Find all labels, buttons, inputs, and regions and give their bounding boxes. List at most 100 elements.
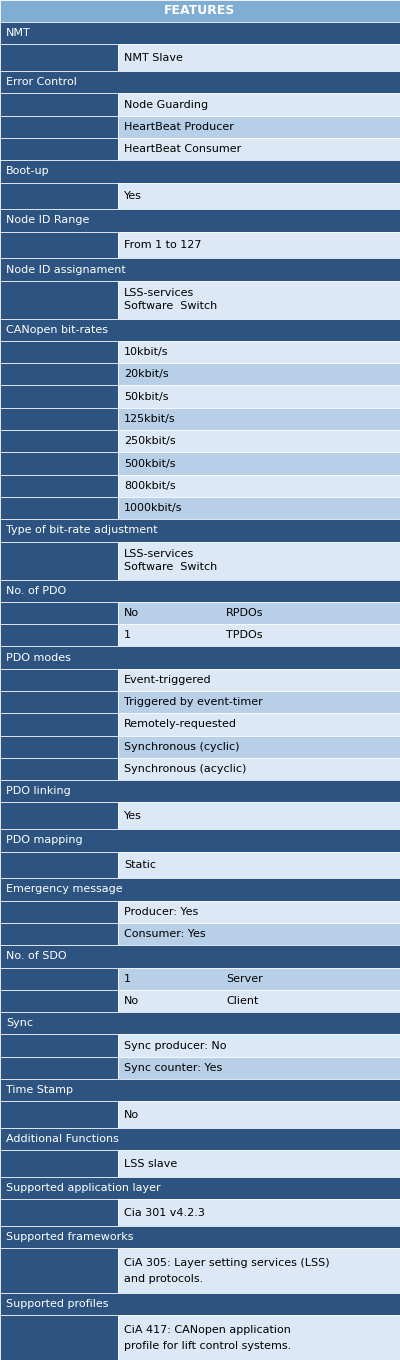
Bar [118,116,400,137]
Text: Cia 301 v4.2.3: Cia 301 v4.2.3 [124,1208,205,1217]
Bar [0,541,118,579]
Text: and protocols.: and protocols. [124,1274,203,1284]
Text: Server: Server [226,974,263,983]
Bar [0,579,400,601]
Bar [0,990,118,1012]
Bar [0,1293,400,1315]
Bar [118,851,400,879]
Text: Software  Switch: Software Switch [124,563,217,573]
Bar [118,182,400,209]
Text: Time Stamp: Time Stamp [6,1085,73,1095]
Text: 1000kbit/s: 1000kbit/s [124,503,182,513]
Bar [0,45,118,71]
Bar [118,408,400,430]
Text: Node ID assignament: Node ID assignament [6,265,126,275]
Bar [118,624,400,646]
Text: Node ID Range: Node ID Range [6,215,89,226]
Text: Supported frameworks: Supported frameworks [6,1232,134,1242]
Bar [0,0,400,22]
Bar [0,453,118,475]
Text: LSS-services: LSS-services [124,549,194,559]
Bar [0,94,118,116]
Bar [0,624,118,646]
Text: HeartBeat Consumer: HeartBeat Consumer [124,144,241,154]
Bar [118,802,400,830]
Bar [0,385,118,408]
Text: Software  Switch: Software Switch [124,302,217,311]
Text: 125kbit/s: 125kbit/s [124,413,176,424]
Bar [118,1151,400,1178]
Bar [0,802,118,830]
Text: Sync counter: Yes: Sync counter: Yes [124,1064,222,1073]
Text: 20kbit/s: 20kbit/s [124,370,169,379]
Bar [0,1227,400,1248]
Text: 10kbit/s: 10kbit/s [124,347,168,358]
Text: Synchronous (cyclic): Synchronous (cyclic) [124,741,240,752]
Text: Sync: Sync [6,1019,33,1028]
Bar [118,967,400,990]
Text: Supported application layer: Supported application layer [6,1183,161,1193]
Bar [0,280,118,318]
Bar [0,1127,400,1151]
Bar [0,318,400,341]
Bar [0,231,118,258]
Bar [0,945,400,967]
Bar [118,990,400,1012]
Bar [0,258,400,280]
Text: 1: 1 [124,974,131,983]
Text: CANopen bit-rates: CANopen bit-rates [6,325,108,335]
Bar [0,1151,118,1178]
Bar [0,879,400,900]
Text: No: No [124,996,139,1006]
Text: LSS-services: LSS-services [124,288,194,298]
Text: CiA 417: CANopen application: CiA 417: CANopen application [124,1325,291,1336]
Bar [118,541,400,579]
Text: 500kbit/s: 500kbit/s [124,458,176,469]
Bar [118,430,400,453]
Bar [118,601,400,624]
Bar [118,923,400,945]
Text: RPDOs: RPDOs [226,608,264,617]
Text: Node Guarding: Node Guarding [124,99,208,110]
Bar [0,1102,118,1127]
Text: 800kbit/s: 800kbit/s [124,481,176,491]
Bar [118,94,400,116]
Bar [0,781,400,802]
Bar [0,520,400,541]
Text: FEATURES: FEATURES [164,4,236,18]
Text: Supported profiles: Supported profiles [6,1299,108,1310]
Bar [118,691,400,713]
Bar [0,923,118,945]
Bar [0,496,118,520]
Text: Event-triggered: Event-triggered [124,675,212,685]
Bar [0,1248,118,1293]
Bar [0,691,118,713]
Text: No. of SDO: No. of SDO [6,952,67,962]
Text: PDO modes: PDO modes [6,653,71,662]
Bar [0,341,118,363]
Bar [0,22,400,45]
Bar [0,851,118,879]
Bar [118,900,400,923]
Bar [0,137,118,160]
Bar [118,341,400,363]
Text: profile for lift control systems.: profile for lift control systems. [124,1341,291,1350]
Text: Triggered by event-timer: Triggered by event-timer [124,698,263,707]
Text: HeartBeat Producer: HeartBeat Producer [124,122,234,132]
Bar [118,669,400,691]
Bar [118,1057,400,1078]
Text: LSS slave: LSS slave [124,1159,177,1168]
Text: PDO linking: PDO linking [6,786,71,797]
Bar [0,967,118,990]
Text: NMT Slave: NMT Slave [124,53,183,63]
Text: PDO mapping: PDO mapping [6,835,83,846]
Text: 250kbit/s: 250kbit/s [124,437,176,446]
Bar [0,1178,400,1200]
Text: 1: 1 [124,630,131,641]
Bar [0,1057,118,1078]
Text: CiA 305: Layer setting services (LSS): CiA 305: Layer setting services (LSS) [124,1258,330,1269]
Bar [0,758,118,781]
Bar [118,1248,400,1293]
Bar [118,453,400,475]
Text: Synchronous (acyclic): Synchronous (acyclic) [124,764,246,774]
